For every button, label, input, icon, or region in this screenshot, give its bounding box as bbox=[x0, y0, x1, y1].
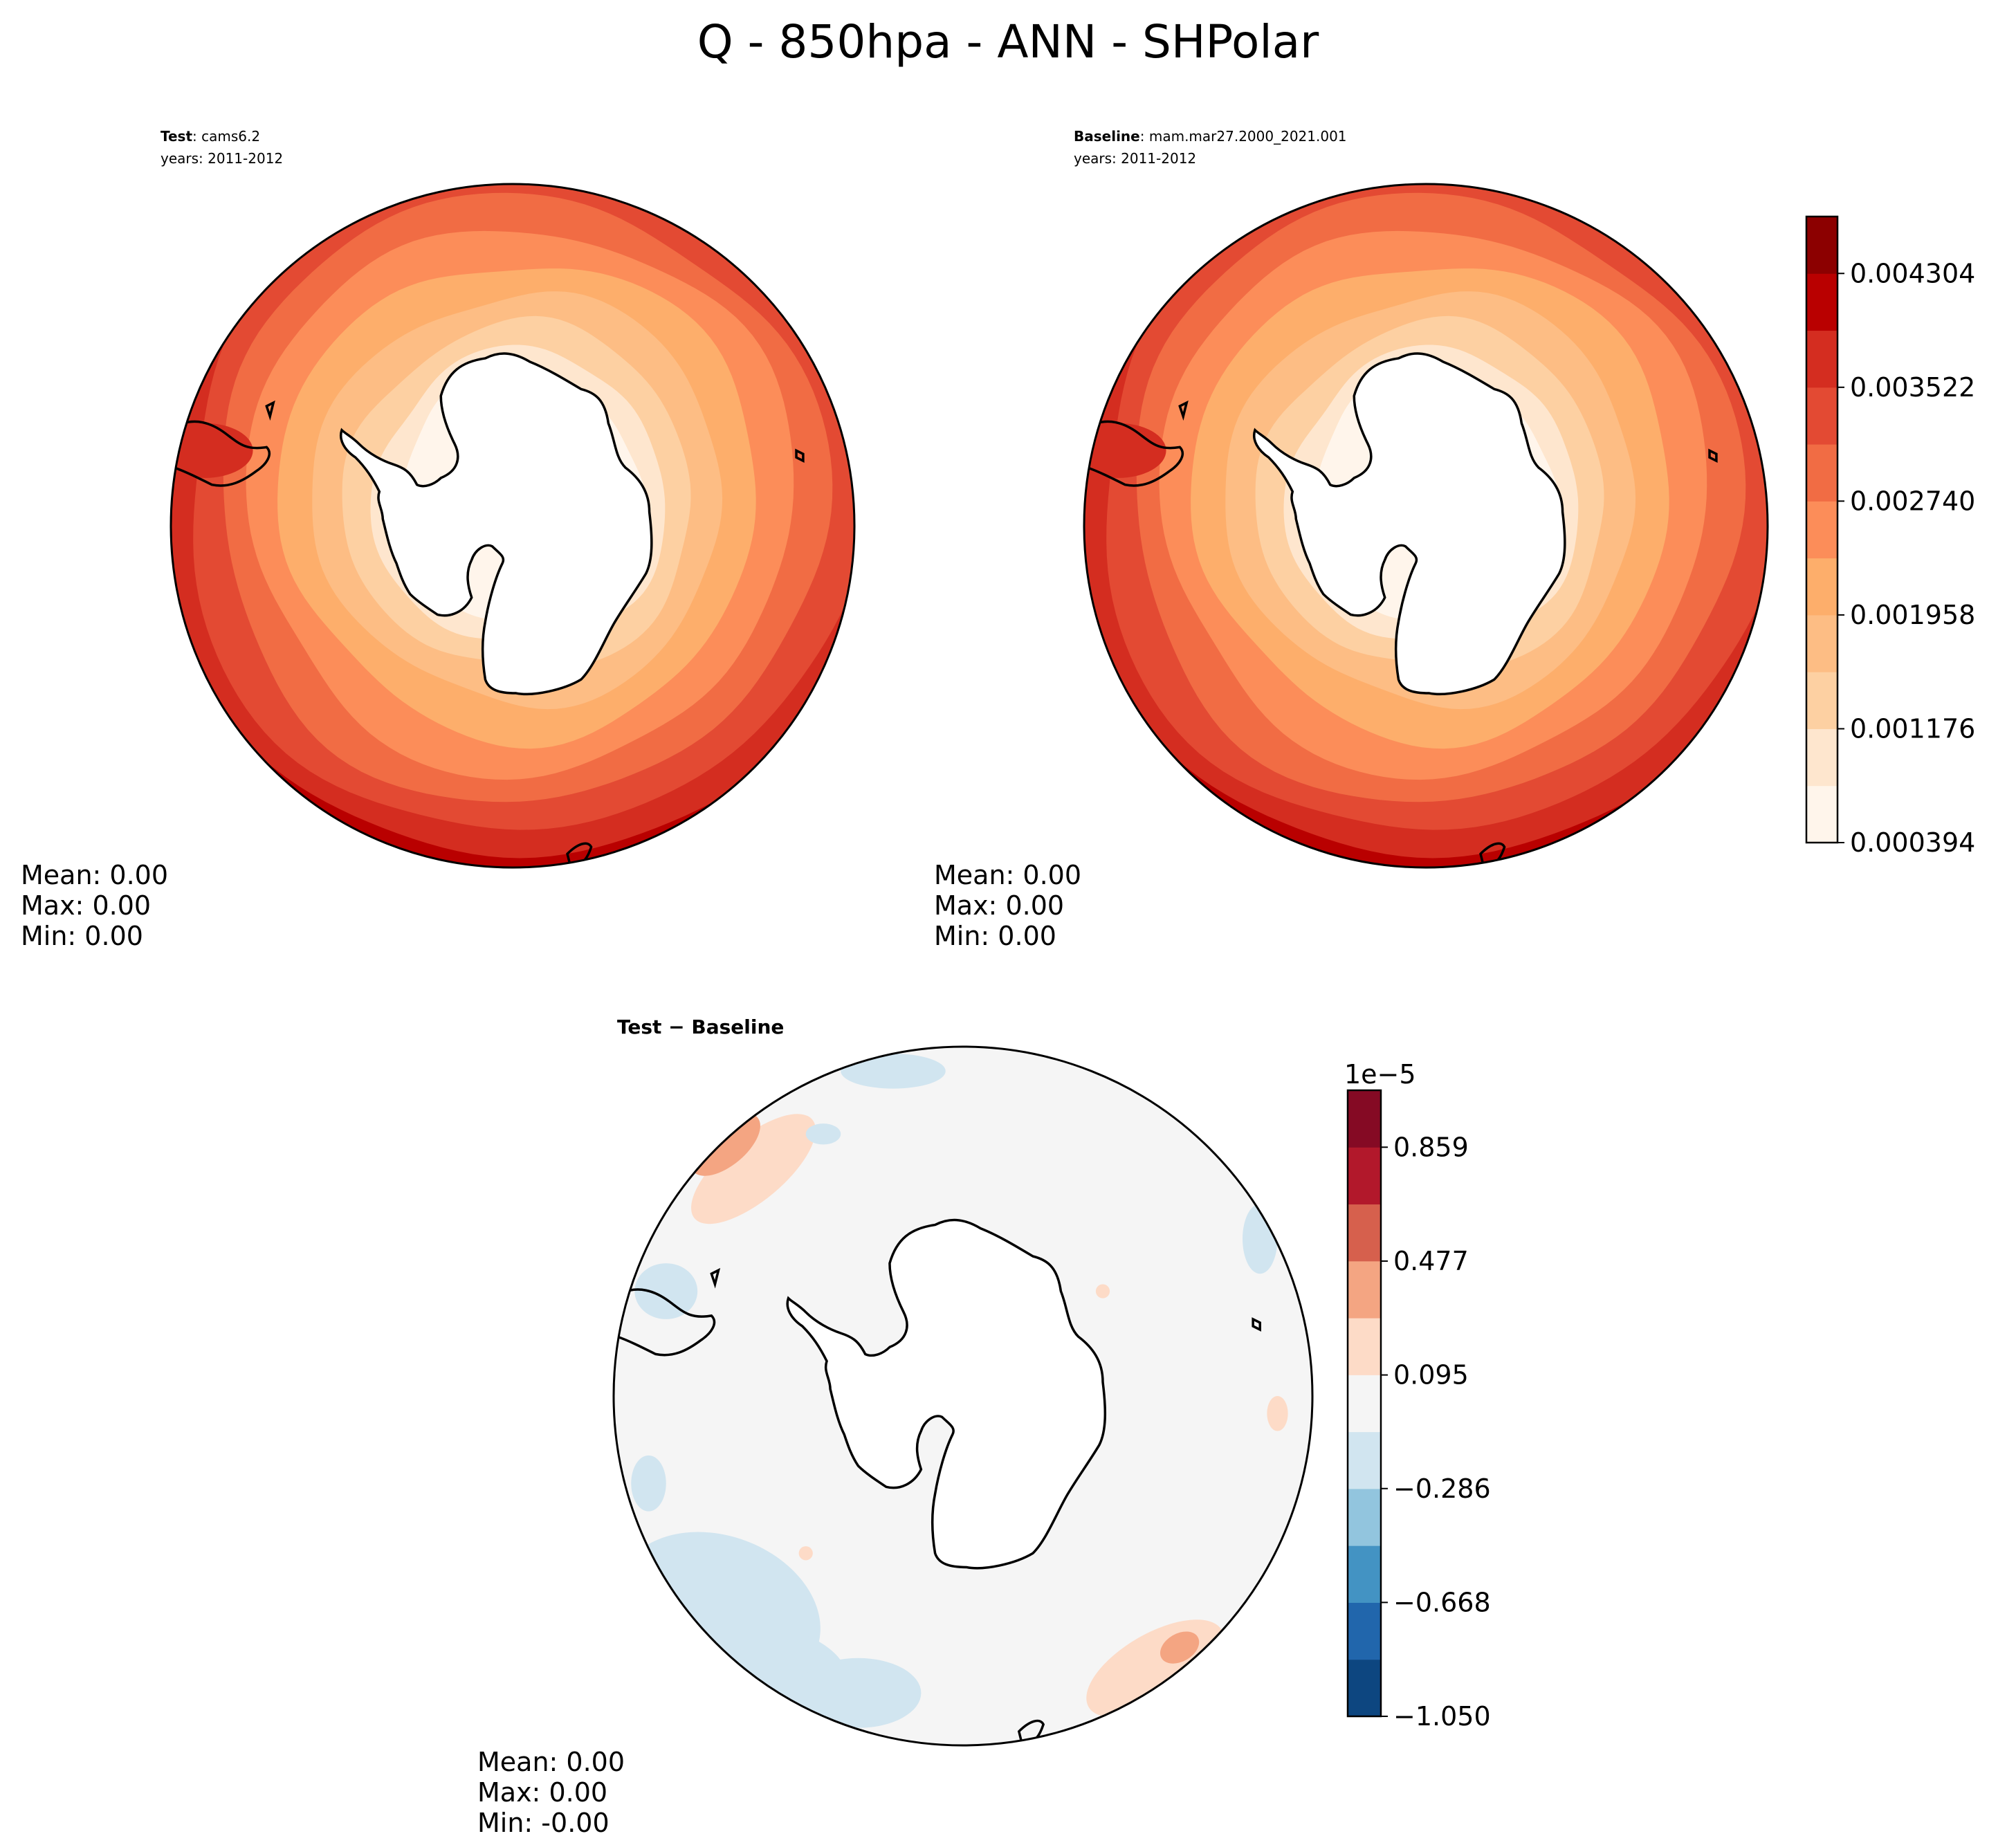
colorbar-tick-label: 0.477 bbox=[1393, 1246, 1469, 1276]
colorbar-segment bbox=[1348, 1431, 1381, 1489]
main-colorbar: 0.000394 0.001176 0.001958 0.002740 0.003522… bbox=[1805, 215, 1975, 858]
colorbar-segment bbox=[1348, 1602, 1381, 1660]
figure-title: Q - 850hpa - ANN - SHPolar bbox=[697, 15, 1319, 68]
diff-colorbar-offset-label: 1e−5 bbox=[1344, 1059, 1416, 1090]
colorbar-segment bbox=[1348, 1659, 1381, 1717]
test-stat-max: Max: 0.00 bbox=[21, 890, 151, 921]
diff-panel-title: Test − Baseline bbox=[617, 1016, 784, 1038]
colorbar-tick-label: 0.003522 bbox=[1850, 372, 1975, 403]
colorbar-frame bbox=[1805, 215, 1839, 844]
colorbar-frame bbox=[1346, 1089, 1382, 1718]
test-label-bold: Test bbox=[161, 128, 192, 145]
test-stat-min: Min: 0.00 bbox=[21, 921, 143, 951]
colorbar-segment bbox=[1348, 1488, 1381, 1546]
colorbar-segment bbox=[1806, 387, 1838, 445]
baseline-stat-min: Min: 0.00 bbox=[934, 921, 1056, 951]
baseline-stat-mean: Mean: 0.00 bbox=[934, 860, 1081, 890]
colorbar-segment bbox=[1806, 217, 1838, 274]
contour-band bbox=[631, 1455, 666, 1512]
colorbar-segment bbox=[1806, 330, 1838, 388]
colorbar-segment bbox=[1348, 1318, 1381, 1375]
contour-band bbox=[841, 1054, 946, 1089]
colorbar-segment bbox=[1806, 614, 1838, 672]
test-stat-mean: Mean: 0.00 bbox=[21, 860, 168, 890]
colorbar-segment bbox=[1806, 501, 1838, 559]
contour-band bbox=[805, 1123, 841, 1145]
baseline-panel-label: Baseline: mam.mar27.2000_2021.001 bbox=[1074, 128, 1347, 145]
colorbar-tick-label: −0.668 bbox=[1393, 1587, 1491, 1617]
colorbar-segment bbox=[1806, 728, 1838, 787]
colorbar-tick-label: 0.001958 bbox=[1850, 600, 1975, 630]
colorbar-segment bbox=[1348, 1375, 1381, 1433]
contour-band bbox=[690, 1113, 760, 1176]
contour-band bbox=[1160, 1631, 1200, 1664]
colorbar-segment bbox=[1348, 1204, 1381, 1262]
contour-band bbox=[1243, 1204, 1278, 1274]
colorbar-tick-label: 0.859 bbox=[1393, 1132, 1469, 1162]
contour-band bbox=[795, 1658, 922, 1728]
contour-band bbox=[688, 1111, 707, 1129]
colorbar-segment bbox=[1806, 273, 1838, 331]
test-label-sep: : bbox=[192, 128, 201, 145]
contour-band bbox=[634, 1263, 698, 1319]
baseline-stat-max: Max: 0.00 bbox=[934, 890, 1064, 921]
contour-band bbox=[1084, 423, 1166, 478]
map-boundary bbox=[612, 1045, 1314, 1747]
diff-stat-mean: Mean: 0.00 bbox=[477, 1747, 625, 1777]
contour-band bbox=[1095, 1284, 1110, 1298]
map-boundary bbox=[169, 183, 856, 869]
colorbar-tick-label: 0.001176 bbox=[1850, 713, 1975, 744]
baseline-years: years: 2011-2012 bbox=[1074, 150, 1196, 167]
test-years: years: 2011-2012 bbox=[161, 150, 283, 167]
contour-band bbox=[1267, 1396, 1288, 1431]
diff-stat-max: Max: 0.00 bbox=[477, 1777, 607, 1808]
test-label-value: cams6.2 bbox=[201, 128, 260, 145]
baseline-label-bold: Baseline bbox=[1074, 128, 1140, 145]
test-map bbox=[169, 183, 856, 869]
colorbar-segment bbox=[1348, 1545, 1381, 1603]
colorbar-segment bbox=[1806, 785, 1838, 843]
colorbar-tick-label: 0.095 bbox=[1393, 1360, 1469, 1390]
diff-stat-min: Min: -0.00 bbox=[477, 1808, 610, 1838]
colorbar-segment bbox=[1348, 1090, 1381, 1148]
colorbar-tick-label: 0.002740 bbox=[1850, 486, 1975, 516]
colorbar-segment bbox=[1806, 444, 1838, 502]
contour-band bbox=[691, 1114, 816, 1224]
colorbar-tick-label: −1.050 bbox=[1393, 1701, 1491, 1732]
diff-colorbar: −1.050 −0.668 −0.286 0.095 0.477 0.859 bbox=[1346, 1089, 1491, 1732]
baseline-map bbox=[1083, 183, 1769, 869]
colorbar-tick-label: −0.286 bbox=[1393, 1474, 1491, 1504]
colorbar-segment bbox=[1806, 558, 1838, 616]
test-panel-label: Test: cams6.2 bbox=[161, 128, 260, 145]
colorbar-segment bbox=[1348, 1147, 1381, 1205]
contour-band bbox=[171, 423, 253, 478]
baseline-label-sep: : bbox=[1140, 128, 1149, 145]
contour-band bbox=[798, 1546, 813, 1561]
colorbar-tick-label: 0.004304 bbox=[1850, 258, 1975, 288]
map-boundary bbox=[1083, 183, 1769, 869]
diff-map bbox=[612, 1045, 1314, 1747]
baseline-label-value: mam.mar27.2000_2021.001 bbox=[1149, 128, 1347, 145]
colorbar-segment bbox=[1348, 1260, 1381, 1319]
colorbar-tick-label: 0.000394 bbox=[1850, 827, 1975, 858]
colorbar-segment bbox=[1806, 672, 1838, 729]
